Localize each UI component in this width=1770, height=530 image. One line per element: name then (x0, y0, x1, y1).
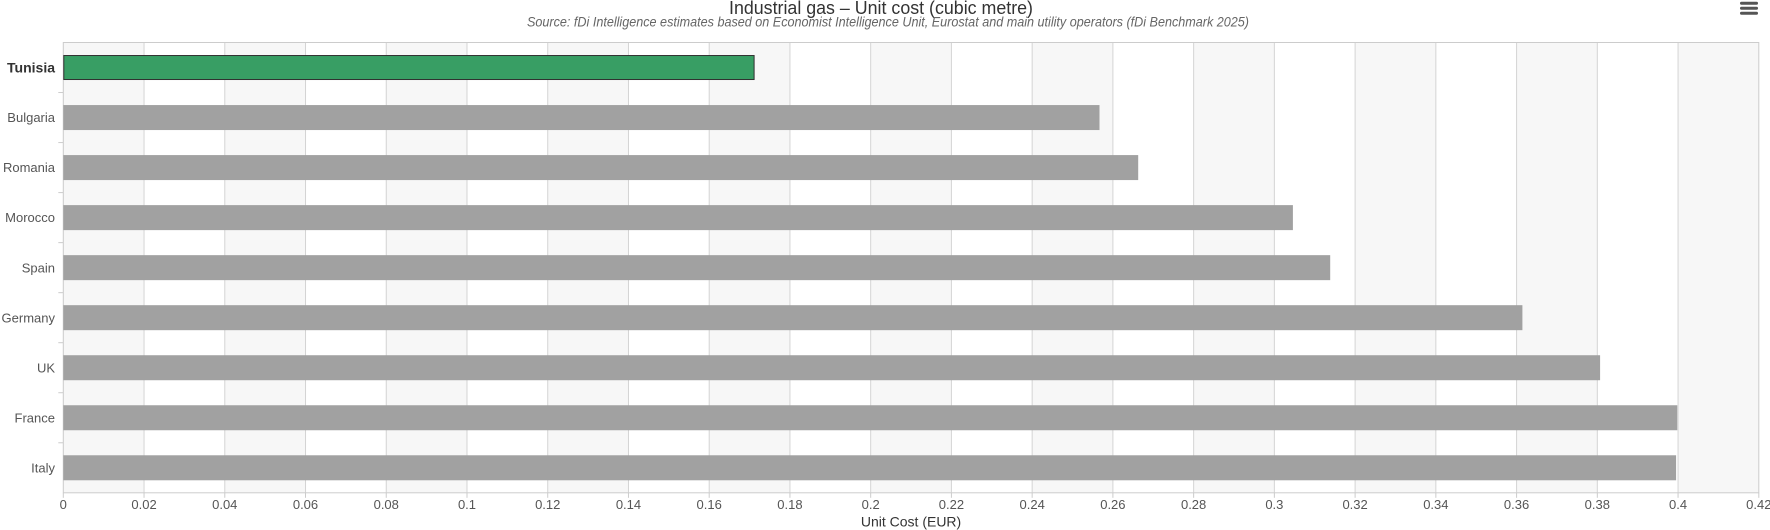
svg-text:0.3: 0.3 (1265, 497, 1283, 512)
svg-text:0.1: 0.1 (458, 497, 476, 512)
svg-text:0.14: 0.14 (616, 497, 641, 512)
svg-text:0.4: 0.4 (1669, 497, 1687, 512)
svg-text:Tunisia: Tunisia (7, 59, 55, 75)
svg-text:Industrial gas – Unit cost (cu: Industrial gas – Unit cost (cubic metre) (729, 0, 1033, 18)
svg-text:Italy: Italy (31, 460, 55, 475)
svg-text:0: 0 (60, 497, 67, 512)
svg-text:0.36: 0.36 (1504, 497, 1529, 512)
svg-text:Source: fDi Intelligence estim: Source: fDi Intelligence estimates based… (527, 13, 1249, 29)
svg-text:0.04: 0.04 (212, 497, 237, 512)
svg-text:0.08: 0.08 (374, 497, 399, 512)
svg-text:France: France (15, 410, 55, 425)
svg-text:Unit Cost (EUR): Unit Cost (EUR) (861, 514, 961, 530)
svg-text:Bulgaria: Bulgaria (7, 110, 55, 125)
svg-text:0.28: 0.28 (1181, 497, 1206, 512)
svg-text:0.06: 0.06 (293, 497, 318, 512)
svg-text:0.38: 0.38 (1585, 497, 1610, 512)
svg-text:Romania: Romania (3, 160, 56, 175)
svg-text:Morocco: Morocco (5, 210, 55, 225)
svg-text:0.12: 0.12 (535, 497, 560, 512)
svg-text:0.16: 0.16 (697, 497, 722, 512)
svg-text:0.34: 0.34 (1423, 497, 1448, 512)
svg-text:0.22: 0.22 (939, 497, 964, 512)
svg-text:0.24: 0.24 (1020, 497, 1045, 512)
svg-text:Spain: Spain (22, 260, 55, 275)
svg-text:0.2: 0.2 (862, 497, 880, 512)
svg-text:0.26: 0.26 (1100, 497, 1125, 512)
svg-text:0.18: 0.18 (777, 497, 802, 512)
svg-text:Germany: Germany (2, 310, 56, 325)
svg-text:0.02: 0.02 (131, 497, 156, 512)
svg-text:UK: UK (37, 360, 55, 375)
svg-text:0.32: 0.32 (1342, 497, 1367, 512)
svg-text:0.42: 0.42 (1746, 497, 1770, 512)
